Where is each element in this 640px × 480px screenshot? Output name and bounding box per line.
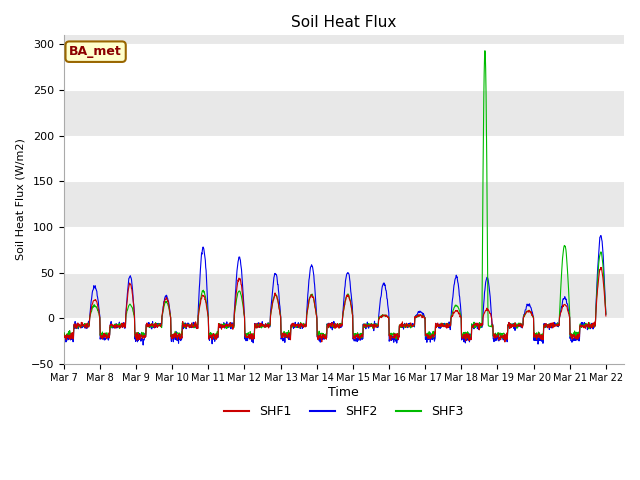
Bar [63, 45, 624, 90]
Bar [63, 318, 624, 364]
Legend: SHF1, SHF2, SHF3: SHF1, SHF2, SHF3 [219, 400, 468, 423]
Y-axis label: Soil Heat Flux (W/m2): Soil Heat Flux (W/m2) [15, 139, 25, 261]
Title: Soil Heat Flux: Soil Heat Flux [291, 15, 397, 30]
Text: BA_met: BA_met [69, 45, 122, 58]
Bar [63, 136, 624, 181]
Bar [63, 227, 624, 273]
X-axis label: Time: Time [328, 386, 359, 399]
